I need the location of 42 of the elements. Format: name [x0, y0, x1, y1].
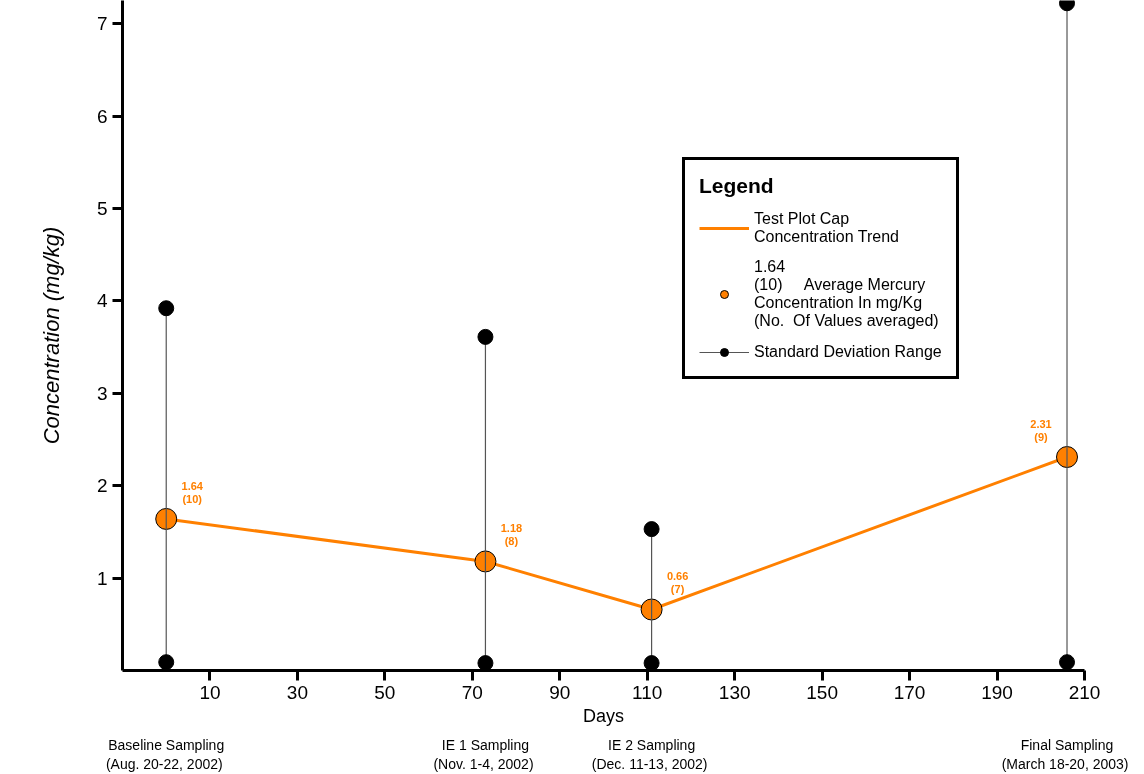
point: [477, 655, 494, 671]
legend-label: 1.64 (10) Average Mercury Concentration In mg/Kg (No. Of Values averaged): [754, 258, 939, 330]
x-tick-label: 70: [461, 681, 483, 703]
y-axis-title: Concentration (mg/kg): [38, 226, 64, 445]
data-label: 2.31 (9): [1030, 417, 1052, 444]
point: [643, 655, 660, 671]
x-tick-label: 210: [1068, 681, 1101, 703]
point: [474, 550, 497, 573]
x-tick-label: 110: [632, 681, 663, 703]
point: [477, 328, 494, 345]
y-tick-label: 2: [96, 475, 108, 497]
data-label: 1.64 (10): [181, 479, 204, 505]
legend-label: Test Plot Cap Concentration Trend: [754, 210, 899, 246]
legend-label: Standard Deviation Range: [754, 343, 942, 361]
point: [643, 521, 660, 538]
point: [158, 300, 175, 317]
text: Baseline Sampling (Aug. 20-22, 2002): [105, 736, 225, 772]
x-tick-label: 90: [549, 681, 571, 703]
y-tick-label: 4: [96, 290, 108, 312]
x-tick-label: 150: [806, 681, 838, 703]
text: IE 2 Sampling (Dec. 11-13, 2002): [591, 736, 708, 772]
point: [640, 598, 663, 621]
y-tick-label: 6: [96, 105, 108, 127]
x-tick-label: 30: [286, 681, 308, 703]
x-axis-title: Days: [583, 705, 625, 726]
text: IE 1 Sampling (Nov. 1-4, 2002): [433, 736, 534, 772]
x-tick-label: 190: [981, 681, 1013, 703]
data-label: 0.66 (7): [666, 570, 689, 596]
y-tick-label: 1: [96, 567, 108, 589]
y-tick-label: 5: [96, 197, 108, 219]
text: Final Sampling (March 18-20, 2003): [1001, 736, 1129, 772]
point: [155, 507, 178, 530]
x-tick-label: 10: [199, 681, 221, 703]
y-tick-label: 3: [96, 382, 108, 404]
point: [1059, 654, 1076, 671]
x-tick-label: 50: [374, 681, 396, 703]
point: [158, 654, 175, 671]
x-tick-label: 170: [893, 681, 926, 703]
x-tick-label: 130: [718, 681, 751, 703]
legend-title: Legend: [699, 174, 775, 198]
data-label: 1.18 (8): [500, 522, 523, 548]
y-tick-label: 7: [96, 13, 108, 35]
